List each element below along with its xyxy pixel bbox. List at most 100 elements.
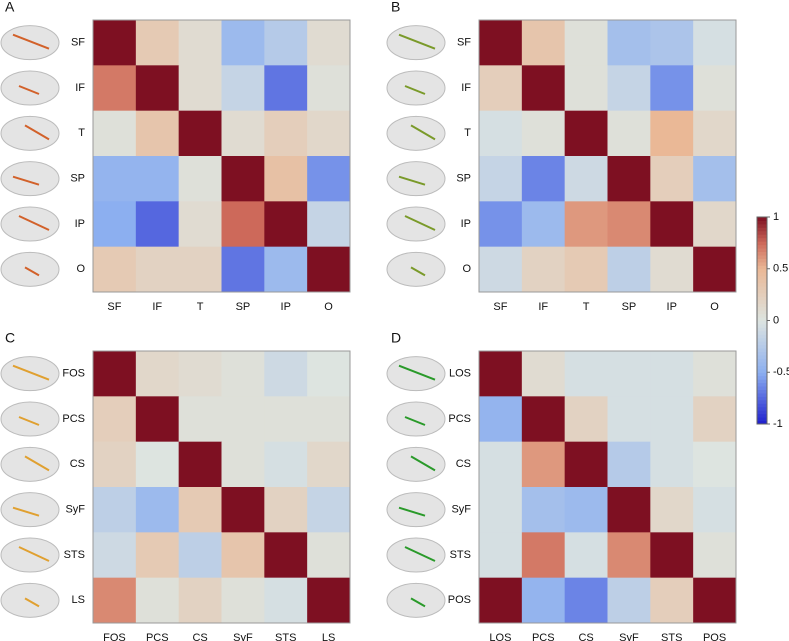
tract-icon (12, 33, 50, 50)
tract-icon (12, 175, 40, 186)
colorbar-segment (757, 299, 767, 304)
colorbar-segment (757, 230, 767, 235)
x-tick-label: PCS (146, 632, 169, 641)
heatmap-cell (307, 441, 351, 488)
x-tick-label: SF (493, 301, 507, 313)
y-tick-label: SF (457, 37, 471, 49)
y-tick-label: O (462, 263, 471, 275)
y-tick-label: SyF (65, 504, 85, 516)
heatmap-cell (693, 20, 737, 66)
plot-frame (92, 19, 351, 293)
heatmap-cell (93, 487, 137, 533)
colorbar-segment (757, 286, 767, 290)
heatmap-cell (178, 351, 222, 397)
heatmap-cell (178, 487, 222, 533)
tract-icon (398, 506, 426, 517)
tract-icon (410, 597, 426, 608)
heatmap-cell (650, 396, 694, 443)
heatmap-cell (307, 20, 351, 66)
heatmap-cell (564, 351, 608, 397)
x-tick-label: SyF (233, 632, 253, 641)
brain-icon (0, 492, 60, 528)
y-tick-label: IP (461, 218, 471, 230)
colorbar-segment (757, 317, 767, 321)
heatmap-cell (135, 577, 180, 624)
tract-icon (18, 416, 40, 426)
heatmap-cell (564, 156, 608, 202)
heatmap-cell (178, 396, 222, 443)
colorbar-segment (757, 327, 767, 332)
heatmap-cell (93, 201, 137, 248)
heatmap-cell (607, 396, 651, 443)
colorbar-segment (757, 234, 767, 239)
brain-icon (0, 206, 60, 242)
heatmap-cell (650, 246, 694, 293)
heatmap-cell (564, 110, 608, 157)
heatmap-cell (693, 577, 737, 624)
heatmap-cell (650, 577, 694, 624)
heatmap-cell (650, 156, 694, 202)
heatmap-cell (479, 65, 523, 112)
heatmap-cell (693, 441, 737, 488)
colorbar-segment (757, 217, 767, 221)
colorbar-segment (757, 379, 767, 384)
heatmap-cell (607, 351, 651, 397)
colorbar-segment (757, 241, 767, 246)
heatmap-cell (135, 487, 180, 533)
heatmap-cell (307, 396, 351, 443)
heatmap-cell (521, 156, 566, 202)
x-tick-label: STS (275, 632, 296, 641)
heatmap-cell (264, 65, 308, 112)
heatmap-cell (178, 577, 222, 624)
heatmap-cell (93, 110, 137, 157)
heatmap-cell (693, 487, 737, 533)
heatmap-cell (135, 20, 180, 66)
colorbar-segment (757, 282, 767, 287)
heatmap-cell (93, 396, 137, 443)
brain-icon (386, 70, 446, 106)
heatmap-cell (564, 65, 608, 112)
heatmap-cell (650, 65, 694, 112)
y-tick-label: POS (448, 594, 471, 606)
heatmap-cell (479, 110, 523, 157)
heatmap-cell (650, 110, 694, 157)
heatmap-cell (479, 156, 523, 202)
heatmap-cell (607, 20, 651, 66)
heatmap-cell (93, 577, 137, 624)
tract-icon (398, 33, 436, 50)
heatmap-cell (650, 532, 694, 579)
colorbar-segment (757, 261, 767, 266)
heatmap-cell (479, 201, 523, 248)
colorbar-segment (757, 389, 767, 394)
colorbar-segment (757, 275, 767, 280)
heatmap-cell (221, 201, 265, 248)
colorbar-segment (757, 323, 767, 328)
colorbar-segment (757, 254, 767, 259)
brain-icon (0, 70, 60, 106)
heatmap-cell (693, 532, 737, 579)
heatmap-cell (521, 201, 566, 248)
colorbar-segment (757, 244, 767, 249)
heatmap-cell (650, 351, 694, 397)
heatmap-cell (135, 201, 180, 248)
plot-frame (92, 350, 351, 624)
heatmap-cell (264, 20, 308, 66)
x-tick-label: PCS (532, 632, 555, 641)
tract-icon (12, 506, 40, 517)
colorbar-segment (757, 251, 767, 256)
x-tick-label: IP (281, 301, 291, 313)
colorbar-segment (757, 292, 767, 297)
x-tick-label: T (583, 301, 590, 313)
colorbar-segment (757, 368, 767, 373)
tract-icon (24, 124, 50, 141)
colorbar-segment (757, 268, 767, 273)
heatmap-cell (93, 351, 137, 397)
colorbar-segment (757, 403, 767, 408)
tract-icon (12, 364, 50, 381)
x-tick-label: SP (236, 301, 251, 313)
heatmap-cell (650, 487, 694, 533)
colorbar-segment (757, 279, 767, 284)
heatmap-cell (221, 441, 265, 488)
heatmap-cell (479, 441, 523, 488)
heatmap-cell (607, 487, 651, 533)
